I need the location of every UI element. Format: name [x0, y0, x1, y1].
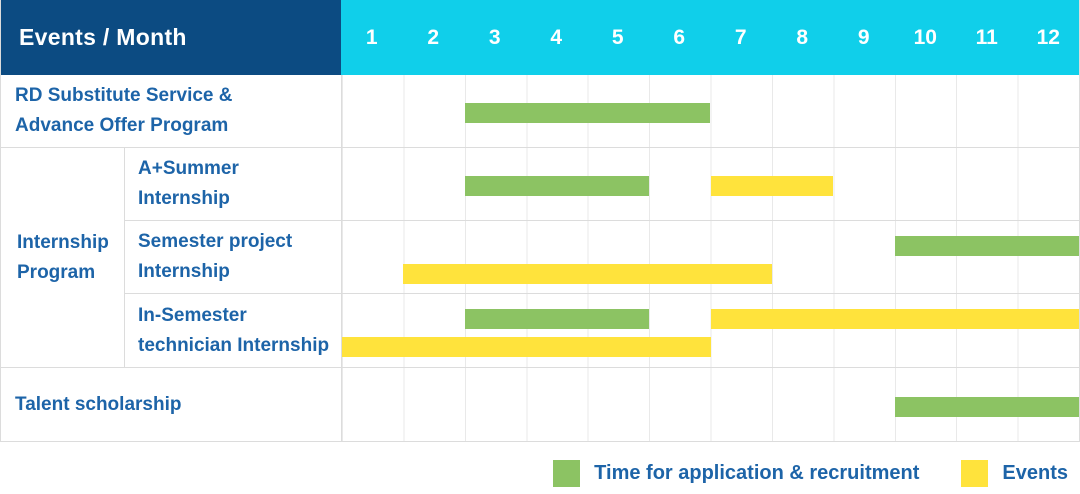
month-header-2: 2	[427, 25, 440, 49]
row-label-semester-project: Semester project Internship	[125, 221, 341, 293]
table-header-row: Events / Month 1 2 3 4 5 6 7 8 9 10 11 1…	[1, 0, 1079, 75]
group-label-line: Internship	[17, 231, 109, 253]
events-month-gantt-table: Events / Month 1 2 3 4 5 6 7 8 9 10 11 1…	[0, 0, 1080, 442]
events-bar	[342, 337, 711, 357]
month-header-10: 10	[913, 25, 937, 49]
table-row-a-summer: A+Summer Internship	[125, 148, 1079, 221]
application-bar	[464, 176, 650, 196]
application-bar	[464, 309, 650, 329]
chart-cell-semester-project	[341, 221, 1079, 293]
events-month-header-label: Events / Month	[19, 24, 187, 50]
chart-cell-in-semester	[341, 294, 1079, 367]
row-label-line: Internship	[138, 188, 230, 209]
row-label-line: Talent scholarship	[15, 393, 182, 415]
table-row-talent-scholarship: Talent scholarship	[1, 368, 1079, 441]
row-label-line: Internship	[138, 261, 230, 282]
chart-cell-a-summer	[341, 148, 1079, 220]
events-month-header-cell: Events / Month	[1, 0, 341, 75]
row-label-line: In-Semester	[138, 304, 247, 326]
month-header-12: 12	[1036, 25, 1060, 49]
events-bar	[710, 309, 1079, 329]
group-label-internship-program: Internship Program	[1, 148, 125, 367]
yellow-swatch-icon	[961, 459, 989, 487]
legend-item-events: Events	[961, 459, 1068, 487]
month-header-5: 5	[611, 25, 624, 49]
month-header-8: 8	[796, 25, 809, 49]
group-label-line: Program	[17, 261, 96, 283]
month-header-4: 4	[550, 25, 563, 49]
table-row-semester-project: Semester project Internship	[125, 221, 1079, 294]
row-label-a-summer: A+Summer Internship	[125, 148, 341, 220]
table-row-rd-substitute: RD Substitute Service & Advance Offer Pr…	[1, 75, 1079, 148]
row-label-line: Advance Offer Program	[15, 115, 229, 136]
legend-label-events: Events	[1002, 461, 1068, 484]
legend-item-application: Time for application & recruitment	[553, 459, 920, 487]
application-bar	[464, 103, 711, 123]
row-label-line: Semester project	[138, 231, 293, 252]
row-label-line: A+Summer	[138, 158, 239, 179]
events-bar	[403, 264, 772, 284]
row-label-talent-scholarship: Talent scholarship	[1, 368, 341, 441]
events-bar	[710, 176, 834, 196]
month-header-1: 1	[365, 25, 378, 49]
month-header-9: 9	[857, 25, 870, 49]
row-label-rd-substitute: RD Substitute Service & Advance Offer Pr…	[1, 75, 341, 147]
month-header-11: 11	[975, 25, 998, 49]
month-header-strip: 1 2 3 4 5 6 7 8 9 10 11 12	[341, 0, 1079, 75]
legend-label-application: Time for application & recruitment	[594, 461, 920, 484]
chart-cell-talent-scholarship	[341, 368, 1079, 441]
application-bar	[894, 236, 1079, 256]
month-header-3: 3	[488, 25, 501, 49]
internship-program-subrows: A+Summer Internship Semester project Int…	[125, 148, 1079, 367]
month-header-6: 6	[673, 25, 686, 49]
row-label-in-semester: In-Semester technician Internship	[125, 294, 341, 367]
chart-cell-rd-substitute	[341, 75, 1079, 147]
table-row-in-semester: In-Semester technician Internship	[125, 294, 1079, 367]
internship-program-group: Internship Program A+Summer Internship	[1, 148, 1079, 368]
month-header-7: 7	[734, 25, 747, 49]
row-label-line: RD Substitute Service &	[15, 85, 233, 106]
legend: Time for application & recruitment Event…	[553, 458, 1068, 488]
row-label-line: technician Internship	[138, 334, 330, 356]
green-swatch-icon	[553, 459, 581, 487]
application-bar	[894, 396, 1079, 417]
